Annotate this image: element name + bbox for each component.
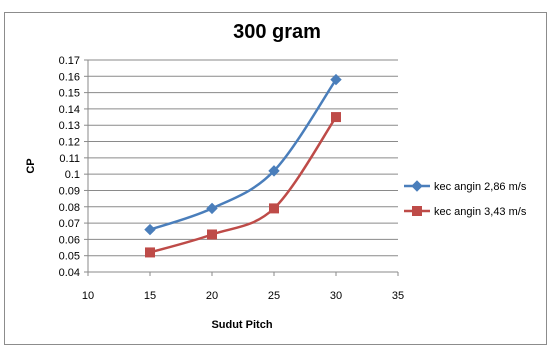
y-tick-labels: 0.04 0.05 0.06 0.07 0.08 0.09 0.1 0.11 0.12 0.13 0…	[59, 55, 80, 279]
y-tick-label: 0.15	[59, 88, 80, 100]
legend-label-2: kec angin 3,43 m/s	[434, 206, 527, 218]
x-tick-label: 20	[206, 290, 218, 302]
y-axis-title: CP	[25, 158, 37, 173]
y-tick-label: 0.11	[59, 153, 80, 165]
chart-title: 300 gram	[233, 21, 321, 43]
series-group	[144, 73, 342, 258]
data-point-series-2	[331, 112, 341, 123]
x-tick-label: 10	[82, 290, 94, 302]
data-point-series-1	[268, 165, 280, 177]
data-point-series-1	[206, 202, 218, 215]
y-tick-label: 0.07	[59, 218, 80, 230]
y-tick-label: 0.12	[59, 137, 80, 149]
chart-frame	[4, 12, 547, 345]
series-line-2	[149, 116, 338, 254]
legend-marker-1	[411, 180, 423, 192]
y-tick-label: 0.09	[59, 185, 80, 197]
y-tick-label: 0.06	[59, 234, 80, 246]
y-tick-label: 0.1	[65, 169, 80, 181]
x-axis-title: Sudut Pitch	[211, 319, 272, 331]
y-tick-label: 0.05	[59, 251, 80, 263]
x-tick-label: 35	[392, 290, 404, 302]
y-tick-label: 0.13	[59, 120, 80, 132]
data-point-series-2	[145, 247, 155, 258]
legend-marker-2	[412, 206, 422, 216]
x-tick-labels: 10 15 20 25 30 35	[82, 290, 404, 302]
y-tick-label: 0.14	[59, 104, 80, 116]
y-tick-label: 0.08	[59, 202, 80, 214]
data-point-series-2	[269, 203, 279, 214]
data-point-series-2	[207, 229, 217, 240]
x-tick-label: 30	[330, 290, 342, 302]
x-tick-label: 15	[144, 290, 156, 302]
axes	[87, 60, 399, 276]
gridlines	[84, 59, 398, 273]
x-tick-label: 25	[268, 290, 280, 302]
legend-label-1: kec angin 2,86 m/s	[434, 181, 527, 193]
data-point-series-1	[144, 223, 156, 236]
series-line-1	[149, 78, 338, 231]
y-tick-label: 0.16	[59, 71, 80, 83]
y-tick-label: 0.04	[59, 267, 80, 279]
y-tick-label: 0.17	[59, 55, 80, 67]
data-point-series-1	[330, 73, 342, 86]
legend: kec angin 2,86 m/s kec angin 3,43 m/s	[404, 180, 527, 218]
